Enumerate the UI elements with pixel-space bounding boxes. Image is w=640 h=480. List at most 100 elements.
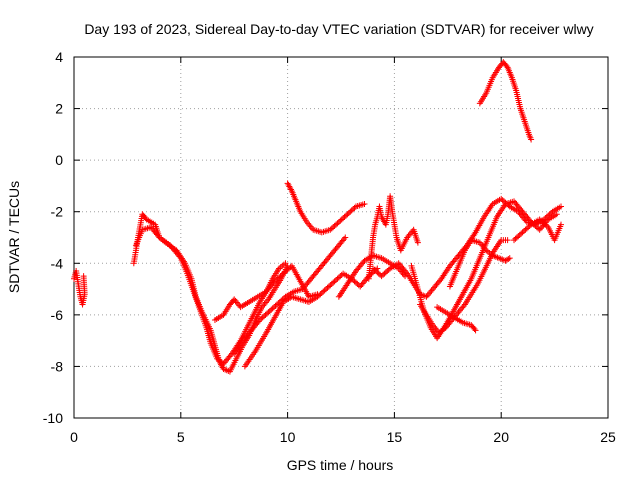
data-point [337,273,344,280]
series-track-14 [446,237,513,290]
y-tick-label: 2 [55,101,63,117]
data-point [272,302,279,309]
x-tick-label: 15 [387,429,403,445]
data-point [227,352,234,359]
data-point [548,210,555,217]
data-point [345,210,352,217]
data-point [271,304,278,311]
data-point [522,226,529,233]
x-tick-label: 0 [70,429,78,445]
data-point [341,235,348,242]
data-point [268,306,275,313]
data-point [342,212,349,219]
data-point [512,235,519,242]
data-point [286,265,293,272]
data-point [361,200,368,207]
y-tick-label: -4 [51,255,64,271]
data-point [378,273,385,280]
data-point [553,211,560,218]
y-tick-label: -6 [51,307,64,323]
data-point [337,217,344,224]
data-point [270,279,277,286]
data-point [437,277,444,284]
data-point [281,269,288,276]
data-point [538,217,545,224]
data-point [372,268,379,275]
data-point [276,274,283,281]
data-point [525,224,532,231]
data-point [335,219,342,226]
data-point [325,283,332,290]
data-point [317,291,324,298]
data-point [331,222,338,229]
data-point [323,286,330,293]
data-point [374,269,381,276]
data-point [526,222,533,229]
data-point [540,220,547,227]
series-track-15 [476,59,535,143]
series-track-13 [434,304,479,334]
series-track-9 [365,193,421,282]
chart-title: Day 193 of 2023, Sidereal Day-to-day VTE… [84,21,593,37]
data-point [330,279,337,286]
x-tick-label: 25 [600,429,616,445]
data-point [324,284,331,291]
data-point [384,268,391,275]
data-point [269,305,276,312]
data-point [342,234,349,241]
data-point [261,313,268,320]
data-point [526,217,533,224]
data-point [155,233,162,240]
data-point [347,208,354,215]
data-point [381,270,388,277]
data-point [414,239,421,246]
data-point [505,255,512,262]
x-tick-label: 20 [493,429,509,445]
data-point [266,307,273,314]
data-point [338,216,345,223]
series-track-16 [511,216,565,244]
data-point [504,237,511,244]
data-point [321,287,328,294]
y-axis-label: SDTVAR / TECUs [6,181,22,293]
data-point [333,277,340,284]
data-point [315,292,322,299]
data-point [402,269,409,276]
series-track-12 [417,237,511,336]
data-point [330,224,337,231]
data-point [273,301,280,308]
data-point [380,271,387,278]
data-point [515,233,522,240]
data-point [327,226,334,233]
data-point [364,274,371,281]
data-point [382,269,389,276]
data-point [283,268,290,275]
data-point [370,265,377,272]
data-point [265,309,272,316]
data-point [523,225,530,232]
data-point [256,317,263,324]
data-point [503,63,510,70]
axis-ticks: 0 5 10 15 20 25 -10 -8 -6 -4 -2 0 2 4 [43,49,616,445]
data-point [354,280,361,287]
data-point [327,282,334,289]
y-tick-label: -8 [51,358,64,374]
data-point [334,275,341,282]
data-point [499,197,506,204]
data-point [360,259,367,266]
data-point [371,266,378,273]
data-point [259,314,266,321]
data-point [375,270,382,277]
data-point [328,280,335,287]
data-points [71,59,565,375]
data-point [472,327,479,334]
data-point [314,293,321,300]
data-point [263,310,270,317]
data-point [542,221,549,228]
data-point [518,230,525,237]
data-point [335,274,342,281]
data-point [320,288,327,295]
x-tick-label: 10 [280,429,296,445]
y-tick-label: 0 [55,152,63,168]
